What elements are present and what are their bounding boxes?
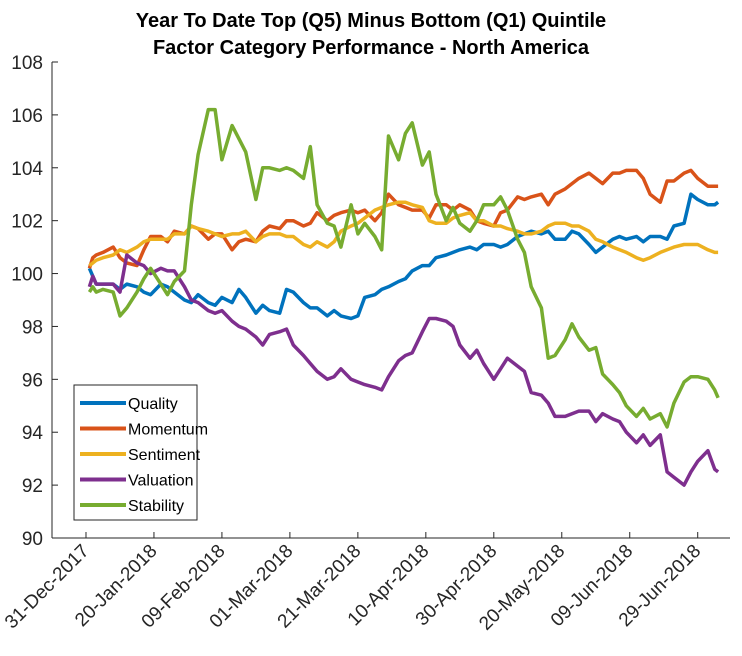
series-line-sentiment <box>88 200 719 267</box>
chart-title-line-2: Factor Category Performance - North Amer… <box>153 37 590 59</box>
y-tick-label: 108 <box>11 53 43 74</box>
y-tick-label: 106 <box>11 106 43 127</box>
series-line-stability <box>87 107 720 429</box>
y-tick-label: 98 <box>22 317 43 338</box>
y-tick-label: 90 <box>22 529 43 550</box>
y-tick-label: 96 <box>22 370 43 391</box>
series-line-momentum <box>87 168 719 269</box>
plot-lines <box>87 107 720 487</box>
y-tick-label: 104 <box>11 159 43 180</box>
y-tick-label: 92 <box>22 476 43 497</box>
legend: Quality Momentum Sentiment Valuation Stabili… <box>73 384 208 521</box>
y-tick-label: 100 <box>11 265 43 286</box>
legend-label-stability: Stability <box>128 498 184 515</box>
legend-label-valuation: Valuation <box>128 473 194 490</box>
series-line-quality <box>87 192 720 321</box>
chart-title-line-1: Year To Date Top (Q5) Minus Bottom (Q1) … <box>136 10 606 32</box>
legend-label-quality: Quality <box>128 396 178 413</box>
y-tick-label: 102 <box>11 212 43 233</box>
series-line-valuation <box>87 253 720 487</box>
legend-label-momentum: Momentum <box>128 422 208 439</box>
y-tick-label: 94 <box>22 423 44 444</box>
legend-label-sentiment: Sentiment <box>128 447 201 464</box>
axes: 909294969810010210410610831-Dec-201720-J… <box>1 53 730 635</box>
